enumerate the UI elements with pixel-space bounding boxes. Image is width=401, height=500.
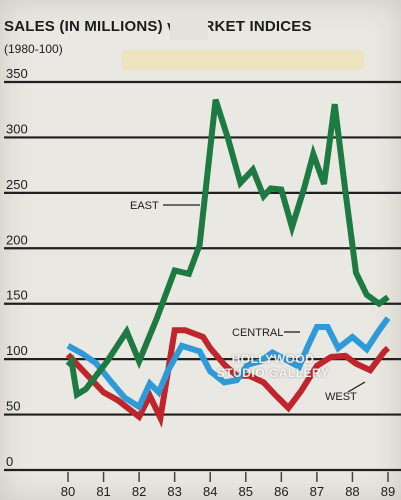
grid-lines xyxy=(4,80,401,482)
series-line-east xyxy=(65,98,390,400)
x-tick-80: 80 xyxy=(61,484,75,499)
chart-subtitle: (1980-100) xyxy=(4,42,63,56)
watermark-line-2: STUDIO GALLERY xyxy=(216,366,330,380)
x-tick-86: 86 xyxy=(274,484,288,499)
x-tick-84: 84 xyxy=(203,484,217,499)
series-lines xyxy=(65,98,391,428)
x-tick-83: 83 xyxy=(167,484,181,499)
y-tick-0: 0 xyxy=(6,454,13,469)
leader-line-west xyxy=(347,381,366,393)
y-tick-50: 50 xyxy=(6,399,20,414)
y-tick-200: 200 xyxy=(6,232,28,247)
series-line-central xyxy=(66,316,391,412)
watermark-line-1: HOLLYWOOD xyxy=(231,352,315,366)
x-tick-89: 89 xyxy=(381,484,395,499)
x-tick-85: 85 xyxy=(239,484,253,499)
x-tick-labels: 80 81 82 83 84 85 86 87 88 89 xyxy=(61,484,395,499)
watermark: HOLLYWOOD STUDIO GALLERY xyxy=(213,352,333,380)
y-tick-100: 100 xyxy=(6,343,28,358)
y-tick-250: 250 xyxy=(6,177,28,192)
x-tick-88: 88 xyxy=(345,484,359,499)
masking-tape xyxy=(122,50,364,70)
series-label-east: EAST xyxy=(130,200,159,212)
y-tick-labels: 0 50 100 150 200 250 300 350 xyxy=(6,66,28,469)
series-label-west: WEST xyxy=(325,391,357,403)
y-tick-300: 300 xyxy=(6,121,28,136)
x-tick-81: 81 xyxy=(96,484,110,499)
series-labels: EAST CENTRAL WEST xyxy=(130,200,366,403)
x-tick-87: 87 xyxy=(310,484,324,499)
title-smudge xyxy=(170,18,208,40)
x-tick-82: 82 xyxy=(132,484,146,499)
series-label-central: CENTRAL xyxy=(232,327,283,339)
y-tick-150: 150 xyxy=(6,288,28,303)
chart-title: SALES (IN MILLIONS) vs. ARKET INDICES xyxy=(4,18,312,35)
y-tick-350: 350 xyxy=(6,66,28,81)
